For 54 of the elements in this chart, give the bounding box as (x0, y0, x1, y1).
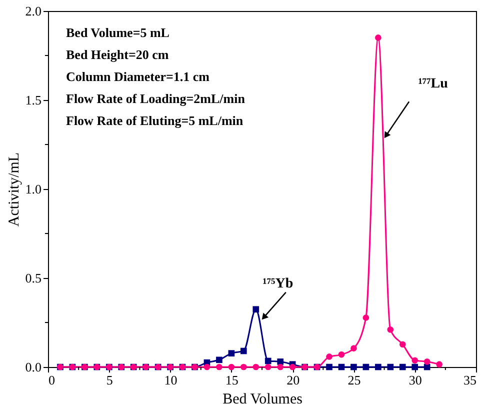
point (240, 348, 247, 354)
y-tick-label: 0.0 (25, 360, 42, 374)
point (252, 306, 260, 312)
x-tick-label: 35 (464, 372, 476, 388)
y-tick-label: 2.0 (25, 4, 42, 18)
point (326, 354, 332, 360)
x-axis-title: Bed Volumes (222, 392, 303, 408)
y-tick-label: 1.5 (25, 92, 42, 108)
point (399, 364, 406, 370)
point (362, 314, 370, 321)
annotation: Column Diameter=1.1 cm (66, 69, 210, 84)
annotation: ¹⁷⁵Yb (262, 276, 294, 292)
annotation: Bed Volume=5 mL (66, 25, 170, 40)
point (277, 358, 284, 365)
point (338, 351, 345, 358)
annotation: Flow Rate of Loading=2mL/min (66, 91, 246, 106)
point (387, 326, 394, 333)
point (375, 364, 382, 370)
x-tick-label: 20 (286, 372, 300, 388)
point (228, 350, 235, 356)
point (399, 341, 406, 348)
x-tick-label: 5 (106, 372, 113, 388)
x-tick-label: 30 (408, 372, 422, 388)
point (228, 364, 235, 370)
point (240, 364, 247, 370)
point (412, 364, 418, 370)
point (350, 364, 357, 370)
point (338, 364, 345, 370)
x-tick-label: 25 (348, 372, 361, 388)
point (387, 364, 394, 370)
x-tick-label: 0 (48, 372, 55, 388)
point (264, 358, 272, 364)
point (216, 364, 222, 370)
point (436, 361, 442, 368)
y-axis-title: Activity/mL (6, 152, 22, 227)
point (375, 34, 382, 41)
point (204, 364, 210, 370)
x-tick-label: 10 (164, 372, 178, 388)
annotation: ¹⁷⁷Lu (418, 76, 448, 92)
y-tick-label: 1.0 (25, 182, 42, 196)
point (350, 345, 357, 352)
annotation: Flow Rate of Eluting=5 mL/min (66, 113, 244, 128)
point (424, 358, 430, 365)
y-tick-label: 0.5 (25, 270, 42, 286)
point (277, 364, 284, 370)
point (289, 364, 296, 370)
point (252, 364, 260, 370)
point (216, 356, 222, 364)
point (412, 357, 418, 364)
x-tick-label: 15 (225, 372, 238, 388)
point (362, 364, 370, 370)
point (326, 364, 332, 370)
point (264, 364, 272, 370)
annotation: Bed Height=20 cm (66, 47, 169, 62)
